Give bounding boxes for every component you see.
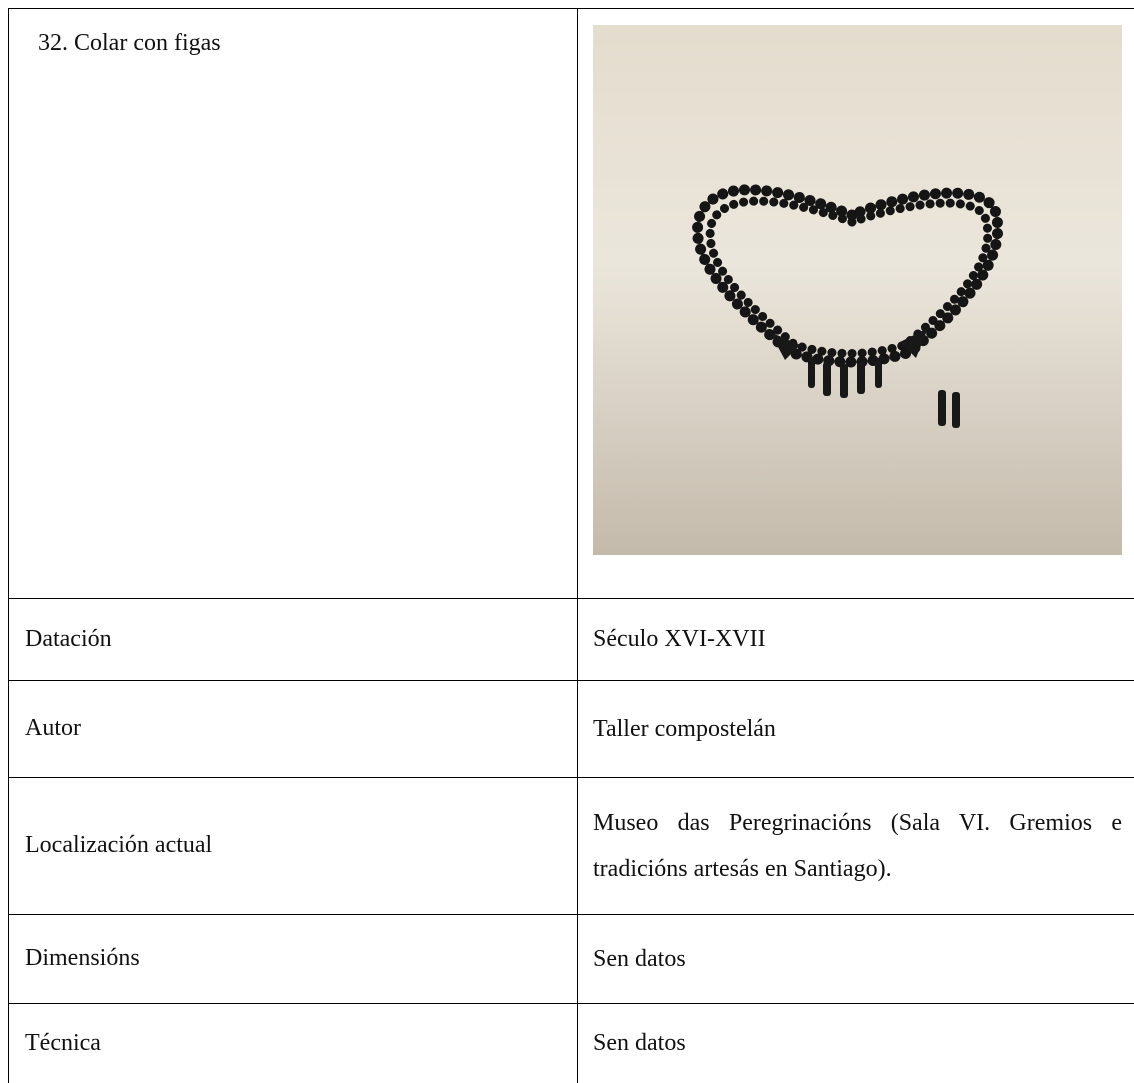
field-value: Sen datos (593, 914, 1122, 1003)
field-label: Localización actual (25, 832, 213, 858)
table-border (8, 8, 9, 1083)
field-value-text: Sen datos (593, 945, 686, 972)
object-photo (593, 25, 1122, 555)
row-divider (8, 914, 1134, 915)
field-value-text: Sen datos (593, 1030, 686, 1056)
field-label: Datación (25, 625, 112, 652)
row-divider (8, 1003, 1134, 1004)
field-label: Autor (25, 715, 81, 741)
row-divider (8, 598, 1134, 599)
field-value-text: Taller compostelán (593, 715, 776, 742)
field-value-text: Museo das Peregrinacións (Sala VI. Gremi… (593, 809, 1122, 882)
field-value-text: Século XVI-XVII (593, 626, 766, 652)
field-value: Taller compostelán (593, 680, 1122, 777)
field-value: Século XVI-XVII (593, 598, 1122, 680)
field-value: Sen datos (593, 1003, 1122, 1083)
field-label: Dimensións (25, 945, 140, 971)
object-title: 32. Colar con figas (38, 30, 221, 56)
field-value: Museo das Peregrinacións (Sala VI. Gremi… (593, 777, 1122, 914)
table-border (8, 8, 1134, 9)
row-divider (8, 777, 1134, 778)
column-divider (577, 8, 578, 1083)
row-divider (8, 680, 1134, 681)
field-label: Técnica (25, 1029, 101, 1056)
